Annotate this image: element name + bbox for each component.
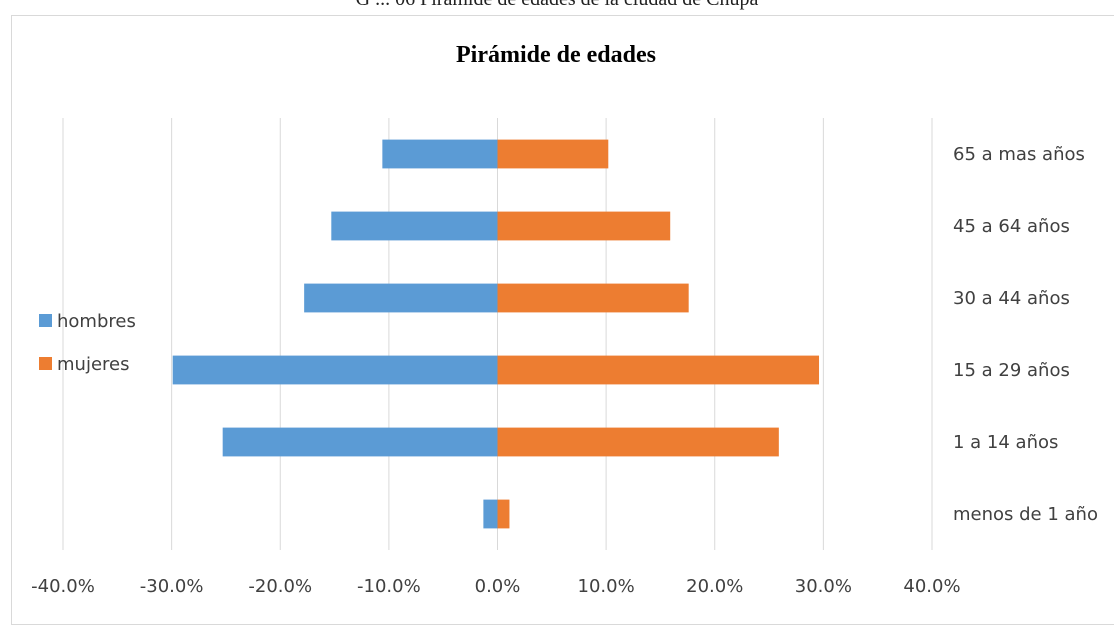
bar-mujeres [497, 499, 510, 529]
x-tick-label: 10.0% [578, 576, 635, 597]
bar-mujeres [497, 427, 779, 457]
legend-label: mujeres [57, 354, 129, 375]
figure-caption-cropped: G ... 06 Pirámide de edades de la ciudad… [0, 0, 1114, 11]
bar-hombres [222, 427, 498, 457]
category-label: menos de 1 año [953, 504, 1098, 525]
grid-lines [62, 118, 933, 550]
population-pyramid-chart: Pirámide de edades -40.0% -30.0% -20.0% -10… [31, 42, 1098, 597]
bar-hombres [172, 355, 498, 385]
category-label: 1 a 14 años [953, 432, 1058, 453]
x-tick-label: 30.0% [795, 576, 852, 597]
legend-swatch [39, 314, 52, 327]
category-label: 30 a 44 años [953, 288, 1070, 309]
bar-hombres [382, 139, 498, 169]
bar-mujeres [497, 211, 671, 241]
legend: hombres mujeres [39, 311, 136, 375]
x-tick-label: -40.0% [31, 576, 95, 597]
x-tick-label: -20.0% [248, 576, 312, 597]
category-label: 45 a 64 años [953, 216, 1070, 237]
bar-mujeres [497, 283, 689, 313]
bars-group [172, 139, 820, 529]
legend-swatch [39, 357, 52, 370]
legend-label: hombres [57, 311, 136, 332]
bar-hombres [483, 499, 498, 529]
category-label: 65 a mas años [953, 144, 1085, 165]
x-tick-label: 20.0% [686, 576, 743, 597]
chart-title: Pirámide de edades [456, 42, 656, 68]
x-tick-label: -10.0% [357, 576, 421, 597]
x-tick-label: 0.0% [475, 576, 521, 597]
category-labels: menos de 1 año 1 a 14 años 15 a 29 años 30 … [953, 144, 1098, 525]
category-label: 15 a 29 años [953, 360, 1070, 381]
x-axis-ticks: -40.0% -30.0% -20.0% -10.0% 0.0% 10.0% 20.0% 30… [31, 576, 960, 597]
chart-frame [11, 15, 1114, 625]
bar-mujeres [497, 355, 820, 385]
bar-hombres [304, 283, 498, 313]
x-tick-label: -30.0% [140, 576, 204, 597]
bar-mujeres [497, 139, 609, 169]
x-tick-label: 40.0% [903, 576, 960, 597]
bar-hombres [331, 211, 498, 241]
